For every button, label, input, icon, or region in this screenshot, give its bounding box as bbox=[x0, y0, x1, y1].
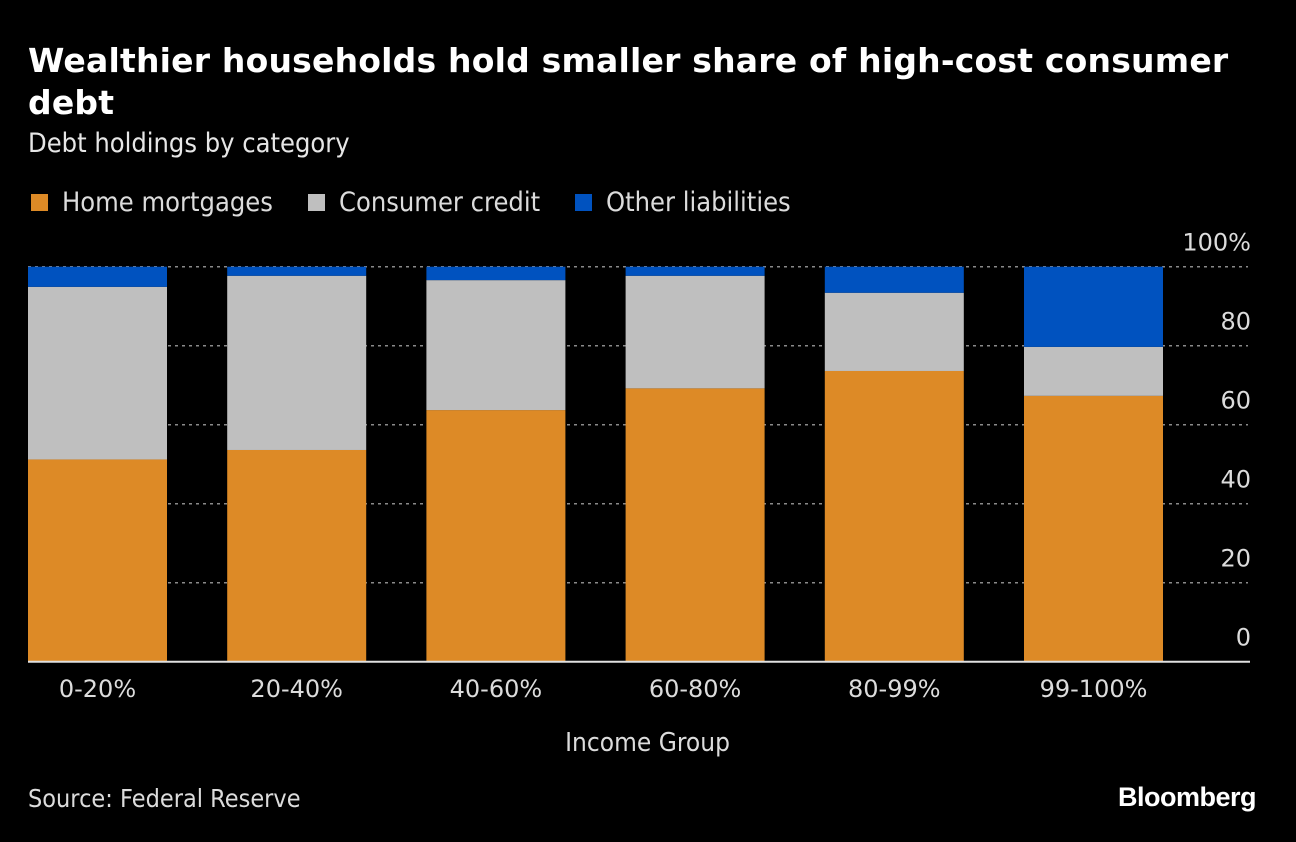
bar-consumer-credit-0-20pct bbox=[28, 286, 167, 460]
y-tick-label-100: 100% bbox=[1182, 229, 1251, 257]
x-tick-label-0-20pct: 0-20% bbox=[59, 675, 136, 703]
bar-home-mortgages-0-20pct bbox=[28, 459, 167, 662]
bar-consumer-credit-80-99pct bbox=[824, 292, 964, 371]
bar-home-mortgages-80-99pct bbox=[824, 370, 964, 662]
x-axis-title-text: Income Group bbox=[565, 728, 731, 758]
x-tick-label-40-60pct: 40-60% bbox=[450, 675, 543, 703]
bar-home-mortgages-20-40pct bbox=[227, 449, 367, 662]
bar-home-mortgages-40-60pct bbox=[426, 410, 566, 662]
x-tick-label-60-80pct: 60-80% bbox=[649, 675, 742, 703]
legend-label-other-liabilities: Other liabilities bbox=[605, 186, 791, 218]
bar-other-liabilities-0-20pct bbox=[28, 266, 167, 287]
x-tick-label-80-99pct: 80-99% bbox=[848, 675, 941, 703]
bar-other-liabilities-60-80pct bbox=[625, 266, 765, 276]
x-tick-label-99-100pct: 99-100% bbox=[1040, 675, 1148, 703]
source-note: Source: Federal Reserve bbox=[28, 784, 301, 813]
y-tick-label-40: 40 bbox=[1220, 466, 1251, 494]
legend-swatch-consumer-credit bbox=[308, 193, 326, 211]
bar-other-liabilities-99-100pct bbox=[1024, 266, 1163, 347]
y-tick-label-20: 20 bbox=[1220, 545, 1251, 573]
bloomberg-logo: Bloomberg bbox=[1117, 782, 1257, 812]
x-tick-label-20-40pct: 20-40% bbox=[250, 675, 343, 703]
legend-label-consumer-credit: Consumer credit bbox=[339, 186, 541, 218]
bar-consumer-credit-40-60pct bbox=[426, 280, 566, 411]
legend-swatch-home-mortgages bbox=[31, 193, 48, 211]
legend-swatch-other-liabilities bbox=[574, 193, 592, 211]
bar-consumer-credit-60-80pct bbox=[625, 275, 765, 389]
legend-item-consumer-credit: Consumer credit bbox=[308, 187, 552, 218]
legend-label-home-mortgages: Home mortgages bbox=[62, 186, 273, 218]
legend: Home mortgages Consumer credit Other lia… bbox=[31, 184, 823, 220]
bars bbox=[28, 266, 1163, 662]
y-tick-label-0: 0 bbox=[1236, 624, 1251, 652]
bar-home-mortgages-60-80pct bbox=[625, 388, 765, 662]
bar-consumer-credit-20-40pct bbox=[227, 275, 367, 450]
bar-home-mortgages-99-100pct bbox=[1024, 395, 1163, 662]
axes: 0 20 40 60 80 100% 0-20% 20-40% 40-60% 60-80% 80-9… bbox=[28, 229, 1251, 703]
bar-other-liabilities-40-60pct bbox=[426, 266, 566, 281]
legend-item-other-liabilities: Other liabilities bbox=[574, 186, 801, 218]
chart-subtitle: Debt holdings by category bbox=[28, 128, 350, 159]
x-axis-title: Income Group bbox=[0, 728, 1296, 758]
legend-item-home-mortgages: Home mortgages bbox=[31, 187, 286, 218]
bar-other-liabilities-80-99pct bbox=[824, 266, 964, 293]
y-tick-label-60: 60 bbox=[1220, 387, 1251, 415]
chart-title: Wealthier households hold smaller share … bbox=[28, 41, 1229, 122]
bar-other-liabilities-20-40pct bbox=[227, 266, 367, 276]
bar-consumer-credit-99-100pct bbox=[1024, 346, 1163, 396]
y-tick-label-80: 80 bbox=[1220, 308, 1251, 336]
